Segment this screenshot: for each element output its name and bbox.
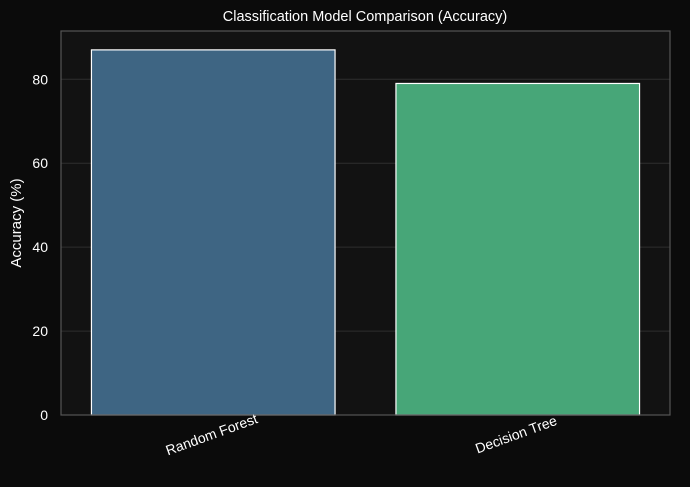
plot-frame — [60, 30, 671, 416]
y-tick-label: 60 — [32, 155, 48, 171]
axes-spines — [60, 30, 671, 416]
chart-title: Classification Model Comparison (Accurac… — [223, 9, 507, 25]
y-axis-ticks: 0 20 40 60 80 — [32, 71, 48, 423]
y-tick-label: 40 — [32, 239, 48, 255]
y-tick-label: 0 — [40, 407, 48, 423]
bar-random-forest — [90, 49, 336, 416]
bars — [90, 49, 641, 416]
y-tick-label: 80 — [32, 71, 48, 87]
y-tick-label: 20 — [32, 323, 48, 339]
y-axis-label: Accuracy (%) — [8, 178, 25, 267]
bar-decision-tree — [395, 82, 641, 416]
